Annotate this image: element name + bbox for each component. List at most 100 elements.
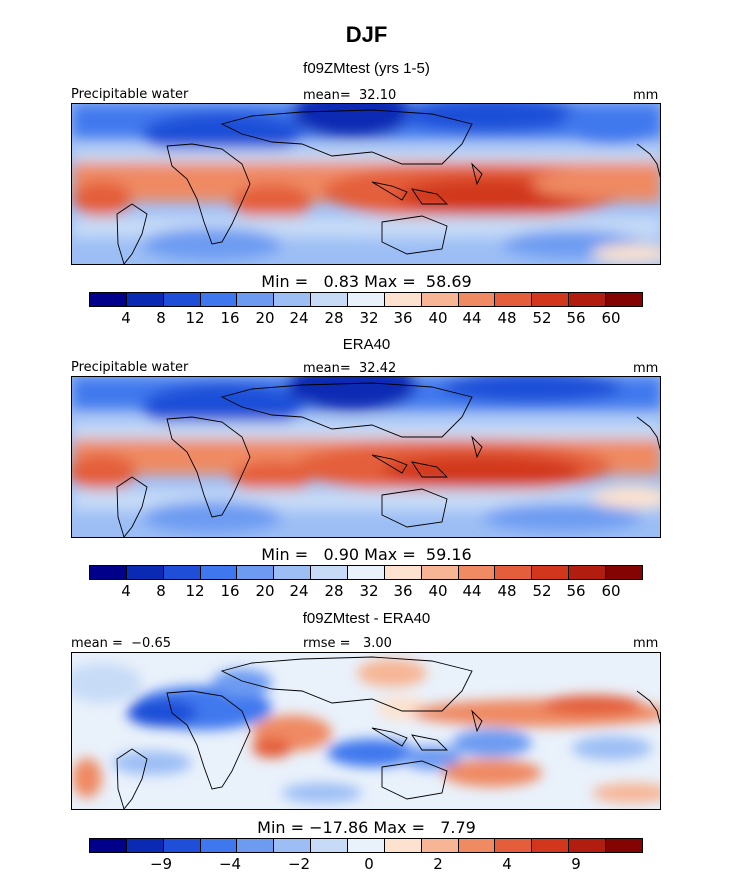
panel-1-tick: 20: [255, 309, 275, 327]
panel-1-tick: 48: [497, 309, 517, 327]
panel-1-map: [71, 103, 661, 265]
panel-1-colorbar-cell: [532, 293, 570, 306]
figure-title: DJF: [345, 22, 388, 47]
panel-2-colorbar-cell: [274, 566, 312, 579]
panel-1-colorbar-cell: [421, 293, 459, 306]
panel-3-colorbar-cell: [569, 839, 607, 852]
panel-2-tick: 8: [156, 582, 166, 600]
panel-3-colorbar-cell: [606, 839, 642, 852]
panel-2-tick: 40: [428, 582, 448, 600]
panel-2-colorbar-cell: [421, 566, 459, 579]
panel-2-colorbar-cell: [458, 566, 496, 579]
panel-3-tick: 4: [502, 855, 512, 873]
panel-3-colorbar-cell: [311, 839, 349, 852]
panel-3-colorbar-cell: [495, 839, 533, 852]
panel-1-colorbar-cell: [569, 293, 607, 306]
panel-3-rmse-label: rmse = 3.00: [303, 636, 392, 651]
panel-2-tick: 60: [601, 582, 621, 600]
panel-3-tick: −4: [218, 855, 242, 873]
panel-3-colorbar-cell: [458, 839, 496, 852]
panel-2-colorbar-cell: [532, 566, 570, 579]
panel-1-colorbar-cell: [495, 293, 533, 306]
panel-2-tick: 28: [324, 582, 344, 600]
panel-1-colorbar: [89, 292, 643, 307]
panel-1-colorbar-cell: [348, 293, 385, 306]
panel-1-tick: 12: [185, 309, 205, 327]
panel-1-colorbar-cell: [237, 293, 275, 306]
panel-2-tick: 20: [255, 582, 275, 600]
panel-1-tick: 36: [393, 309, 413, 327]
panel-2-colorbar-cell: [569, 566, 607, 579]
panel-2-tick: 52: [532, 582, 552, 600]
panel-2-colorbar-cell: [495, 566, 533, 579]
panel-3-tick: 9: [571, 855, 581, 873]
panel-3-colorbar-cell: [200, 839, 238, 852]
panel-1-title: f09ZMtest (yrs 1-5): [303, 60, 430, 77]
panel-2-units-label: mm: [633, 361, 659, 376]
panel-2-title: ERA40: [342, 336, 391, 353]
panel-2-variable-label: Precipitable water: [71, 360, 189, 375]
panel-2-tick: 44: [462, 582, 482, 600]
panel-3-coastlines: [116, 656, 660, 809]
panel-1-tick: 24: [289, 309, 309, 327]
panel-1-tick: 4: [121, 309, 131, 327]
panel-3-map: [71, 652, 661, 810]
panel-1-colorbar-cell: [606, 293, 642, 306]
panel-3-colorbar-cell: [237, 839, 275, 852]
panel-3-title: f09ZMtest - ERA40: [302, 610, 431, 627]
panel-1-colorbar-cell: [90, 293, 127, 306]
panel-3-colorbar-cell: [348, 839, 385, 852]
panel-2-colorbar-cell: [126, 566, 164, 579]
panel-1-tick: 16: [220, 309, 240, 327]
panel-3-colorbar-cell: [163, 839, 201, 852]
panel-2-coastlines: [116, 382, 660, 537]
panel-2-colorbar-cell: [200, 566, 238, 579]
panel-2-tick: 12: [185, 582, 205, 600]
panel-1-colorbar-cell: [126, 293, 164, 306]
panel-3-tick: −2: [287, 855, 311, 873]
panel-3-colorbar-cell: [274, 839, 312, 852]
panel-2-colorbar-cell: [90, 566, 127, 579]
panel-1-colorbar-cell: [163, 293, 201, 306]
panel-1-colorbar-cell: [384, 293, 422, 306]
panel-1-colorbar-cell: [311, 293, 349, 306]
panel-3-units-label: mm: [633, 636, 659, 651]
panel-1-tick: 40: [428, 309, 448, 327]
panel-2-tick: 56: [566, 582, 586, 600]
panel-1-colorbar-cell: [200, 293, 238, 306]
panel-2-colorbar-cell: [384, 566, 422, 579]
panel-3-tick: 2: [433, 855, 443, 873]
panel-1-tick: 28: [324, 309, 344, 327]
panel-2-colorbar-cell: [163, 566, 201, 579]
panel-2-tick: 4: [121, 582, 131, 600]
panel-2-mean-label: mean= 32.42: [303, 361, 397, 376]
panel-2-map-field: [72, 377, 660, 537]
panel-1-coastlines: [116, 109, 660, 264]
panel-3-colorbar-cell: [384, 839, 422, 852]
panel-1-mean-label: mean= 32.10: [303, 88, 397, 103]
panel-1-colorbar-cell: [458, 293, 496, 306]
panel-3-colorbar-cell: [90, 839, 127, 852]
panel-2-tick: 48: [497, 582, 517, 600]
panel-1-map-field: [72, 104, 660, 264]
panel-1-tick: 44: [462, 309, 482, 327]
panel-1-units-label: mm: [633, 88, 659, 103]
panel-1-colorbar-cell: [274, 293, 312, 306]
panel-3-tick: 0: [364, 855, 374, 873]
panel-2-colorbar-cell: [311, 566, 349, 579]
panel-1-tick: 32: [359, 309, 379, 327]
panel-2-colorbar: [89, 565, 643, 580]
panel-1-tick: 56: [566, 309, 586, 327]
panel-3-mean-label: mean = −0.65: [71, 636, 171, 651]
panel-3-colorbar-cell: [532, 839, 570, 852]
panel-3-min-max: Min = −17.86 Max = 7.79: [257, 818, 476, 837]
panel-2-colorbar-cell: [237, 566, 275, 579]
panel-1-variable-label: Precipitable water: [71, 87, 189, 102]
panel-2-min-max: Min = 0.90 Max = 59.16: [261, 545, 472, 564]
panel-2-colorbar-cell: [606, 566, 642, 579]
panel-3-colorbar-cell: [126, 839, 164, 852]
panel-2-map: [71, 376, 661, 538]
panel-1-tick: 60: [601, 309, 621, 327]
panel-3-tick: −9: [149, 855, 173, 873]
panel-2-tick: 24: [289, 582, 309, 600]
